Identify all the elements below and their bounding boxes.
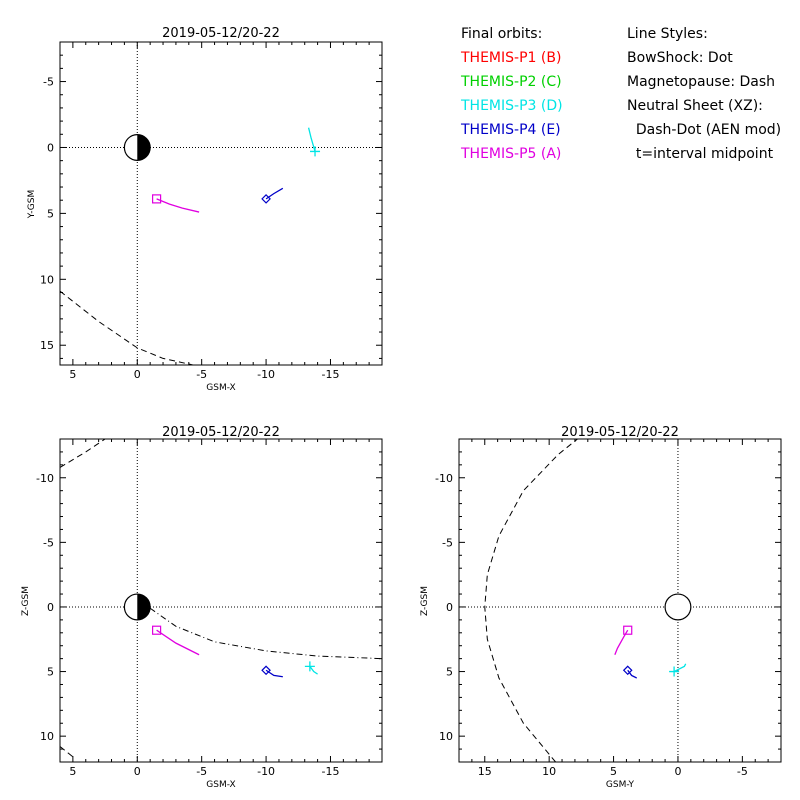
x-tick-label: 5 <box>69 368 76 381</box>
y-tick-label: 15 <box>40 339 54 352</box>
boundary-line <box>60 290 196 365</box>
y-tick-label: 10 <box>40 273 54 286</box>
y-axis-label: Z-GSM <box>21 586 31 616</box>
style-neutral-sheet-model: Dash-Dot (AEN mod) <box>627 122 782 138</box>
orbit-line <box>156 198 200 213</box>
earth-icon <box>664 593 692 621</box>
x-tick-label: 5 <box>69 765 76 778</box>
style-bowshock: BowShock: Dot <box>627 50 733 66</box>
x-tick-label: 0 <box>674 765 681 778</box>
panel-title: 2019-05-12/20-22 <box>162 26 280 41</box>
x-tick-label: -5 <box>737 765 748 778</box>
yz-plane-panel: 2019-05-12/20-22 GSM-Y Z-GSM 15 10 5 0 -5 -10… <box>420 425 782 790</box>
orbit-line <box>309 666 318 675</box>
y-tick-label: -5 <box>43 536 54 549</box>
y-tick-label: 0 <box>47 141 54 154</box>
y-tick-label: 10 <box>439 730 453 743</box>
plot-frame <box>59 41 383 366</box>
x-tick-label: 10 <box>542 765 556 778</box>
x-tick-label: -15 <box>321 368 339 381</box>
orbit-marker-plus <box>310 146 321 157</box>
y-tick-label: -10 <box>435 472 453 485</box>
plot-area <box>60 439 382 762</box>
orbit-marker-plus <box>304 661 315 672</box>
y-tick-label: 0 <box>47 601 54 614</box>
boundary-line <box>60 746 74 758</box>
orbit-line <box>627 669 638 679</box>
plot-area <box>60 42 382 365</box>
panel-title: 2019-05-12/20-22 <box>561 425 679 440</box>
orbit-marker-plus <box>669 666 680 677</box>
style-neutral-sheet: Neutral Sheet (XZ): <box>627 98 763 114</box>
style-time-note: t=interval midpoint <box>627 146 774 162</box>
orbit-line <box>156 629 200 656</box>
y-tick-label: -5 <box>442 536 453 549</box>
orbit-marker-diamond <box>261 194 271 204</box>
earth-night-side <box>137 134 151 161</box>
x-tick-label: 15 <box>478 765 492 778</box>
x-tick-label: -10 <box>257 368 275 381</box>
y-tick-label: 5 <box>47 666 54 679</box>
panel-title: 2019-05-12/20-22 <box>162 425 280 440</box>
orbit-marker-square <box>152 194 162 204</box>
boundary-line <box>484 439 578 762</box>
y-axis-label: Z-GSM <box>420 586 430 616</box>
legend-entry-p4: THEMIS-P4 (E) <box>461 122 561 138</box>
orbit-marker-square <box>152 625 162 635</box>
plot-frame <box>458 438 782 763</box>
y-tick-label: 5 <box>47 207 54 220</box>
x-tick-label: 0 <box>134 368 141 381</box>
y-tick-label: -5 <box>43 76 54 89</box>
orbit-line <box>673 663 687 673</box>
boundary-line <box>60 439 106 468</box>
x-tick-label: -15 <box>321 765 339 778</box>
orbit-line <box>307 127 316 152</box>
orbit-marker-square <box>623 625 633 635</box>
plot-frame <box>59 438 383 763</box>
legend-entry-p5: THEMIS-P5 (A) <box>461 146 562 162</box>
x-axis-label: GSM-Y <box>606 780 635 790</box>
y-axis-label: Y-GSM <box>27 190 37 219</box>
xy-plane-panel: 2019-05-12/20-22 GSM-X Y-GSM 5 0 -5 -10 -15 -… <box>27 26 383 393</box>
x-tick-label: -5 <box>196 765 207 778</box>
orbits-legend: Final orbits: THEMIS-P1 (B) THEMIS-P2 (C… <box>461 22 563 166</box>
orbits-legend-title: Final orbits: <box>461 26 543 42</box>
orbit-marker-diamond <box>622 665 633 676</box>
style-magnetopause: Magnetopause: Dash <box>627 74 776 90</box>
line-styles-legend: Line Styles: BowShock: Dot Magnetopause:… <box>627 22 781 166</box>
plot-area <box>459 439 781 762</box>
boundary-line <box>149 607 382 660</box>
x-tick-label: 0 <box>134 765 141 778</box>
y-tick-label: 0 <box>446 601 453 614</box>
x-axis-label: GSM-X <box>206 780 235 790</box>
x-tick-label: 5 <box>610 765 617 778</box>
tick-layer: 5 0 -5 -10 -15 -10 -5 0 5 10 <box>36 438 383 778</box>
line-styles-title: Line Styles: <box>627 26 708 42</box>
legend-entry-p3: THEMIS-P3 (D) <box>461 98 563 114</box>
y-tick-label: 10 <box>40 730 54 743</box>
y-tick-label: -10 <box>36 472 54 485</box>
x-tick-label: -10 <box>257 765 275 778</box>
legend-entry-p2: THEMIS-P2 (C) <box>461 74 562 90</box>
y-tick-label: 5 <box>446 666 453 679</box>
tick-layer: 5 0 -5 -10 -15 -5 0 5 10 15 <box>40 41 383 381</box>
legend-entry-p1: THEMIS-P1 (B) <box>461 50 562 66</box>
earth-night-side <box>137 594 151 620</box>
xz-plane-panel: 2019-05-12/20-22 GSM-X Z-GSM 5 0 -5 -10 -15 -… <box>21 425 383 790</box>
x-axis-label: GSM-X <box>206 383 235 393</box>
tick-layer: 15 10 5 0 -5 -10 -5 0 5 10 <box>435 438 782 778</box>
orbit-marker-diamond <box>261 665 271 676</box>
x-tick-label: -5 <box>196 368 207 381</box>
orbit-line <box>614 629 629 656</box>
